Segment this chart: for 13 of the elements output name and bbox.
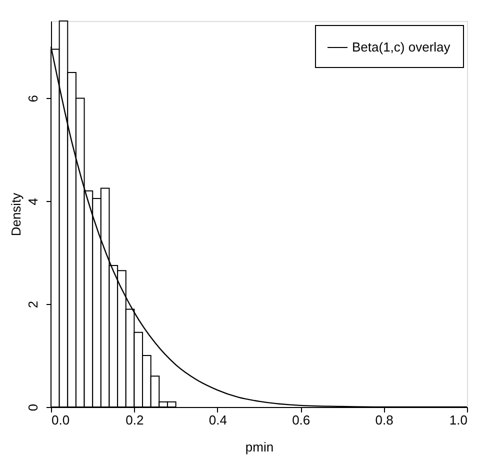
x-tick-label: 0.2 (126, 412, 144, 428)
y-tick-label: 6 (26, 95, 40, 102)
x-tick-label: 0.8 (375, 412, 394, 428)
y-axis-title: Density (8, 192, 24, 236)
y-tick-label: 2 (26, 300, 40, 308)
y-tick-label: 4 (26, 198, 40, 206)
y-tick-label: 0 (26, 404, 40, 412)
x-tick-label: 1.0 (449, 412, 468, 428)
x-tick-label: 0.6 (292, 412, 310, 428)
legend-label: Beta(1,c) overlay (352, 40, 451, 54)
x-axis-title: pmin (245, 440, 274, 454)
x-tick-label: 0.4 (208, 412, 227, 428)
x-tick-label: 0.0 (52, 412, 70, 428)
